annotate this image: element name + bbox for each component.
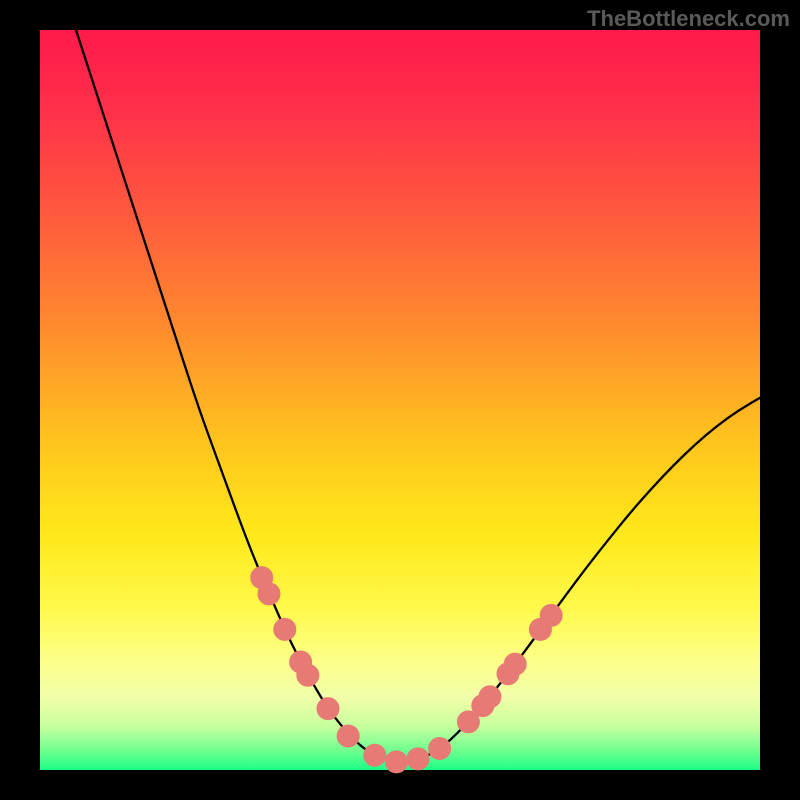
- attribution-label: TheBottleneck.com: [587, 6, 790, 32]
- curve-marker: [297, 664, 319, 686]
- curve-marker: [258, 583, 280, 605]
- curve-marker: [337, 725, 359, 747]
- curve-marker: [429, 738, 451, 760]
- curve-marker: [385, 751, 407, 773]
- curve-marker: [504, 653, 526, 675]
- curve-marker: [540, 604, 562, 626]
- curve-marker: [364, 744, 386, 766]
- chart-root: TheBottleneck.com: [0, 0, 800, 800]
- curve-marker: [317, 698, 339, 720]
- chart-svg: [0, 0, 800, 800]
- curve-marker: [407, 748, 429, 770]
- plot-background: [40, 30, 760, 770]
- curve-marker: [274, 618, 296, 640]
- curve-marker: [479, 686, 501, 708]
